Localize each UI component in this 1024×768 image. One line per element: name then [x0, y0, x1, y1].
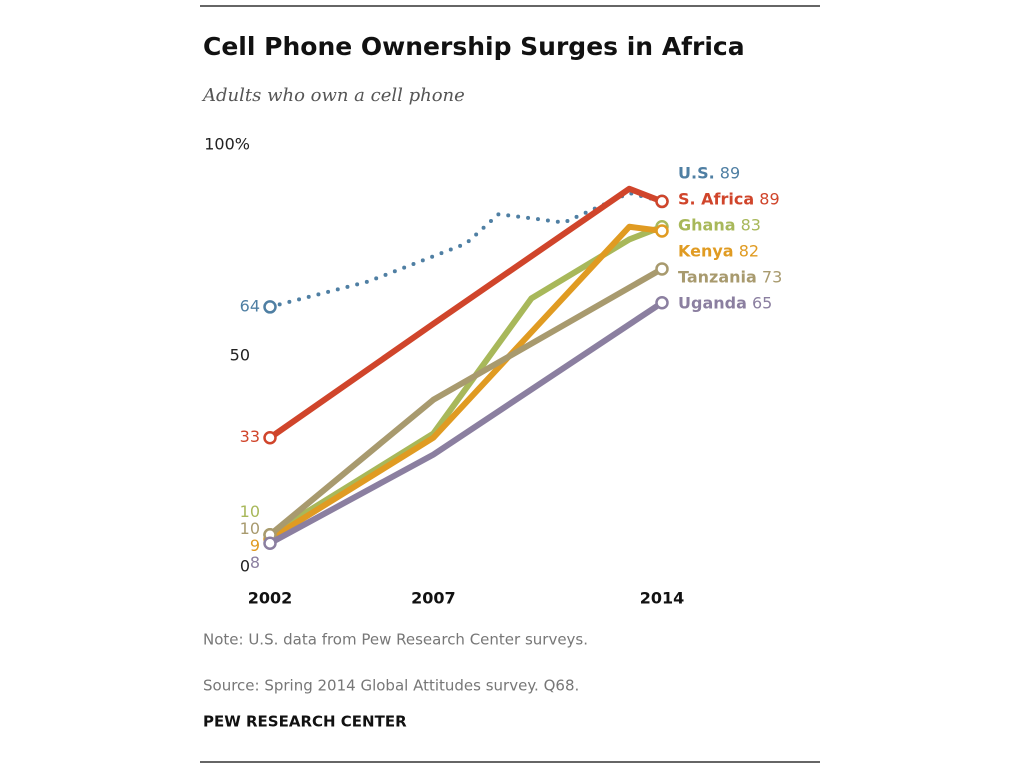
source: Source: Spring 2014 Global Attitudes sur…	[203, 677, 579, 695]
end-label: U.S. 89	[678, 163, 740, 182]
end-marker	[263, 536, 277, 550]
note: Note: U.S. data from Pew Research Center…	[203, 631, 588, 649]
end-value-label: 82	[739, 241, 759, 260]
end-label: Ghana 83	[678, 215, 761, 234]
x-tick-label: 2007	[411, 589, 456, 608]
legend-name: Uganda	[678, 293, 747, 312]
series-line	[268, 223, 664, 538]
y-tick-label: 100%	[204, 135, 250, 154]
end-label: Tanzania 73	[678, 267, 782, 286]
series-line	[268, 185, 664, 441]
end-marker	[263, 300, 277, 314]
end-marker	[655, 224, 669, 238]
end-label: Uganda 65	[678, 293, 772, 312]
legend-name: Tanzania	[678, 267, 757, 286]
end-label: Kenya 82	[678, 241, 759, 260]
x-tick-label: 2014	[640, 589, 685, 608]
end-marker	[655, 295, 669, 310]
end-marker	[655, 194, 669, 209]
y-tick-label: 0	[240, 557, 250, 576]
end-value-label: 83	[741, 215, 761, 234]
chart-subtitle: Adults who own a cell phone	[201, 85, 465, 106]
series-line	[268, 223, 663, 542]
legend-name: S. Africa	[678, 189, 754, 208]
end-value-label: 73	[762, 267, 782, 286]
end-value-label: 89	[720, 163, 740, 182]
legend-name: U.S.	[678, 163, 715, 182]
chart-title: Cell Phone Ownership Surges in Africa	[203, 32, 745, 61]
series-line	[268, 300, 664, 546]
end-marker	[263, 430, 277, 445]
end-value-label: 89	[759, 189, 779, 208]
series-line	[268, 190, 664, 309]
series-line	[268, 266, 664, 538]
y-tick-label: 50	[230, 346, 250, 365]
start-value-label: 10	[240, 519, 260, 538]
start-value-label: 9	[250, 536, 260, 555]
end-label: S. Africa 89	[678, 189, 780, 208]
credit: PEW RESEARCH CENTER	[203, 713, 407, 731]
start-value-label: 64	[240, 296, 260, 315]
start-value-label: 33	[240, 427, 260, 446]
legend-name: Kenya	[678, 241, 734, 260]
end-marker	[655, 262, 669, 276]
end-value-label: 65	[752, 293, 772, 312]
legend-name: Ghana	[678, 215, 736, 234]
start-value-label: 8	[250, 553, 260, 572]
start-value-label: 10	[240, 502, 260, 521]
x-tick-label: 2002	[248, 589, 293, 608]
